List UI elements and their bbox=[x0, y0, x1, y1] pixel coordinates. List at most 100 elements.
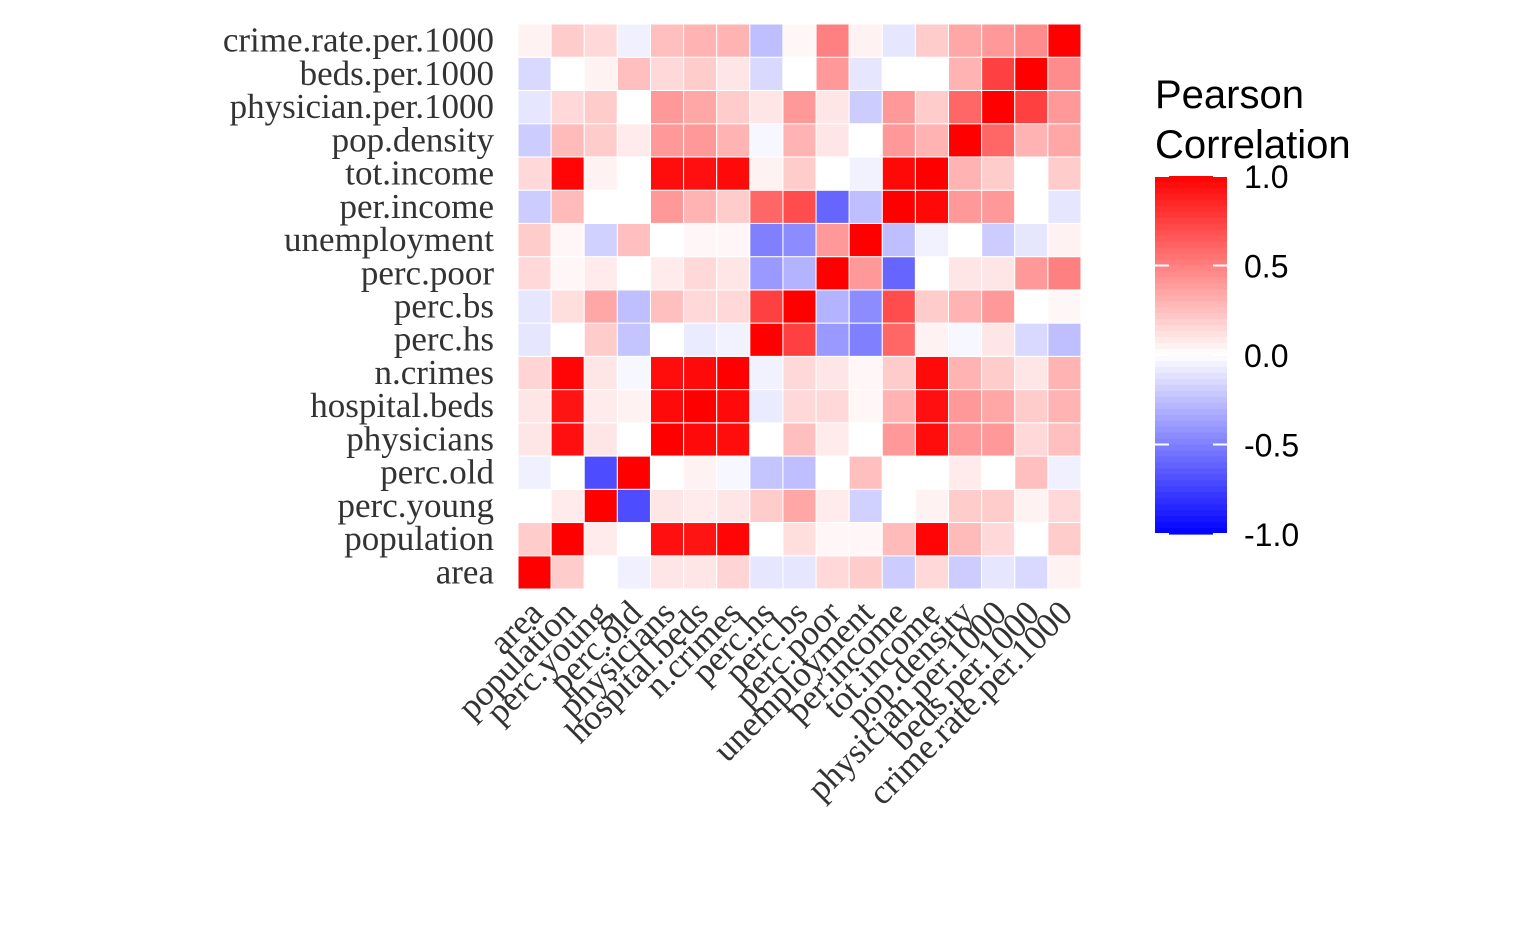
heatmap-cell-area-unemployment bbox=[848, 555, 883, 590]
heatmap-cell-perc.hs-hospital.beds bbox=[683, 322, 718, 357]
heatmap-cell-perc.young-perc.hs bbox=[749, 488, 784, 524]
heatmap-cell-crime.rate.per.1000-area bbox=[517, 23, 552, 58]
y-tick-label: n.crimes bbox=[374, 353, 494, 392]
heatmap-cell-perc.bs-population bbox=[550, 289, 585, 324]
heatmap-cell-perc.hs-perc.bs bbox=[782, 322, 817, 357]
heatmap-cell-per.income-crime.rate.per.1000 bbox=[1047, 189, 1082, 224]
heatmap-cell-physician.per.1000-hospital.beds bbox=[683, 89, 718, 125]
colorbar-segment bbox=[1155, 307, 1227, 314]
heatmap-cell-population-pop.density bbox=[948, 522, 983, 557]
colorbar-segment bbox=[1155, 480, 1227, 487]
heatmap-cell-population-crime.rate.per.1000 bbox=[1047, 522, 1082, 557]
heatmap-cell-perc.young-hospital.beds bbox=[683, 488, 718, 524]
heatmap-cell-n.crimes-n.crimes bbox=[716, 355, 751, 391]
heatmap-cell-perc.poor-perc.young bbox=[583, 256, 618, 291]
legend-tick-label: 0.0 bbox=[1244, 338, 1288, 374]
colorbar-segment bbox=[1155, 462, 1227, 469]
colorbar-segment bbox=[1155, 468, 1227, 475]
colorbar-segment bbox=[1155, 450, 1227, 458]
heatmap-cell-perc.bs-tot.income bbox=[914, 289, 950, 324]
colorbar-segment bbox=[1155, 229, 1227, 237]
colorbar-segment bbox=[1155, 241, 1227, 249]
colorbar-segment bbox=[1155, 301, 1227, 308]
heatmap-cell-perc.bs-perc.poor bbox=[815, 289, 850, 324]
heatmap-cell-pop.density-tot.income bbox=[914, 123, 950, 158]
heatmap-cell-area-beds.per.1000 bbox=[1014, 555, 1049, 590]
heatmap-cell-perc.poor-n.crimes bbox=[716, 256, 751, 291]
heatmap-cell-perc.hs-crime.rate.per.1000 bbox=[1047, 322, 1082, 357]
colorbar-segment bbox=[1155, 331, 1227, 338]
heatmap-cell-pop.density-n.crimes bbox=[716, 123, 751, 158]
heatmap-cell-perc.old-per.income bbox=[881, 455, 916, 490]
heatmap-cell-physician.per.1000-crime.rate.per.1000 bbox=[1047, 89, 1082, 125]
heatmap-cell-perc.bs-perc.old bbox=[616, 289, 651, 324]
heatmap-cell-hospital.beds-perc.young bbox=[583, 389, 618, 424]
colorbar-segment bbox=[1155, 384, 1227, 392]
heatmap-cell-physician.per.1000-population bbox=[550, 89, 585, 125]
heatmap-cell-physicians-physician.per.1000 bbox=[981, 422, 1016, 457]
heatmap-cell-hospital.beds-physician.per.1000 bbox=[981, 389, 1016, 424]
colorbar-segment bbox=[1155, 510, 1227, 517]
heatmap-cell-tot.income-tot.income bbox=[914, 156, 950, 191]
colorbar-segment bbox=[1155, 438, 1227, 446]
heatmap-cell-tot.income-area bbox=[517, 156, 552, 191]
heatmap-cell-unemployment-perc.young bbox=[583, 222, 618, 258]
heatmap-cell-perc.old-perc.hs bbox=[749, 455, 784, 490]
heatmap-cell-unemployment-area bbox=[517, 222, 552, 258]
heatmap-cell-crime.rate.per.1000-per.income bbox=[881, 23, 916, 58]
heatmap-cell-crime.rate.per.1000-beds.per.1000 bbox=[1014, 23, 1049, 58]
heatmap-cell-physician.per.1000-perc.poor bbox=[815, 89, 850, 125]
heatmap-cell-hospital.beds-n.crimes bbox=[716, 389, 751, 424]
y-tick-label: crime.rate.per.1000 bbox=[223, 21, 494, 60]
colorbar-segment bbox=[1155, 176, 1227, 183]
heatmap-cell-physician.per.1000-perc.bs bbox=[782, 89, 817, 125]
colorbar-segment bbox=[1155, 444, 1227, 452]
heatmap-cell-tot.income-perc.hs bbox=[749, 156, 784, 191]
heatmap-cell-crime.rate.per.1000-perc.young bbox=[583, 23, 618, 58]
heatmap-cell-per.income-hospital.beds bbox=[683, 189, 718, 224]
colorbar-segment bbox=[1155, 343, 1227, 350]
heatmap-cell-physician.per.1000-pop.density bbox=[948, 89, 983, 125]
heatmap-cell-perc.bs-crime.rate.per.1000 bbox=[1047, 289, 1082, 324]
heatmap-cell-n.crimes-unemployment bbox=[848, 355, 883, 391]
heatmap-cell-n.crimes-area bbox=[517, 355, 552, 391]
heatmap-cell-unemployment-per.income bbox=[881, 222, 916, 258]
heatmap-cell-tot.income-physicians bbox=[649, 156, 685, 191]
legend-title-line-1: Pearson bbox=[1155, 73, 1304, 117]
heatmap-cell-perc.poor-beds.per.1000 bbox=[1014, 256, 1049, 291]
heatmap-cell-hospital.beds-tot.income bbox=[914, 389, 950, 424]
heatmap-cell-perc.hs-beds.per.1000 bbox=[1014, 322, 1049, 357]
heatmap-cell-tot.income-perc.bs bbox=[782, 156, 817, 191]
heatmap-cell-tot.income-perc.poor bbox=[815, 156, 850, 191]
colorbar-segment bbox=[1155, 504, 1227, 511]
heatmap-cell-tot.income-unemployment bbox=[848, 156, 883, 191]
colorbar-segment bbox=[1155, 337, 1227, 344]
heatmap-cell-area-physician.per.1000 bbox=[981, 555, 1016, 590]
heatmap-cell-area-area bbox=[517, 555, 552, 590]
heatmap-cell-per.income-unemployment bbox=[848, 189, 883, 224]
heatmap-cell-population-perc.old bbox=[616, 522, 651, 557]
colorbar-segment bbox=[1155, 390, 1227, 398]
heatmap-cell-perc.hs-unemployment bbox=[848, 322, 883, 357]
heatmap-cell-population-per.income bbox=[881, 522, 916, 557]
colorbar-segment bbox=[1155, 456, 1227, 463]
colorbar-segment bbox=[1155, 223, 1227, 231]
heatmap-cell-perc.poor-physicians bbox=[649, 256, 685, 291]
heatmap-cell-perc.young-population bbox=[550, 488, 585, 524]
colorbar-segment bbox=[1155, 426, 1227, 434]
colorbar-segment bbox=[1155, 402, 1227, 410]
legend-title-line-2: Correlation bbox=[1155, 123, 1351, 167]
heatmap-cell-pop.density-physician.per.1000 bbox=[981, 123, 1016, 158]
y-axis-labels: areapopulationperc.youngperc.oldphysicia… bbox=[223, 21, 495, 592]
heatmap-cell-per.income-pop.density bbox=[948, 189, 983, 224]
y-tick-label: perc.young bbox=[338, 486, 494, 525]
heatmap-cell-perc.old-perc.bs bbox=[782, 455, 817, 490]
heatmap-cell-physician.per.1000-perc.old bbox=[616, 89, 651, 125]
heatmap-cell-beds.per.1000-perc.poor bbox=[815, 56, 850, 91]
y-tick-label: perc.bs bbox=[394, 287, 494, 326]
heatmap-cell-perc.hs-pop.density bbox=[948, 322, 983, 357]
heatmap-cell-beds.per.1000-perc.bs bbox=[782, 56, 817, 91]
heatmap-cell-population-perc.poor bbox=[815, 522, 850, 557]
heatmap-cell-beds.per.1000-perc.old bbox=[616, 56, 651, 91]
heatmap-cell-unemployment-perc.old bbox=[616, 222, 651, 258]
